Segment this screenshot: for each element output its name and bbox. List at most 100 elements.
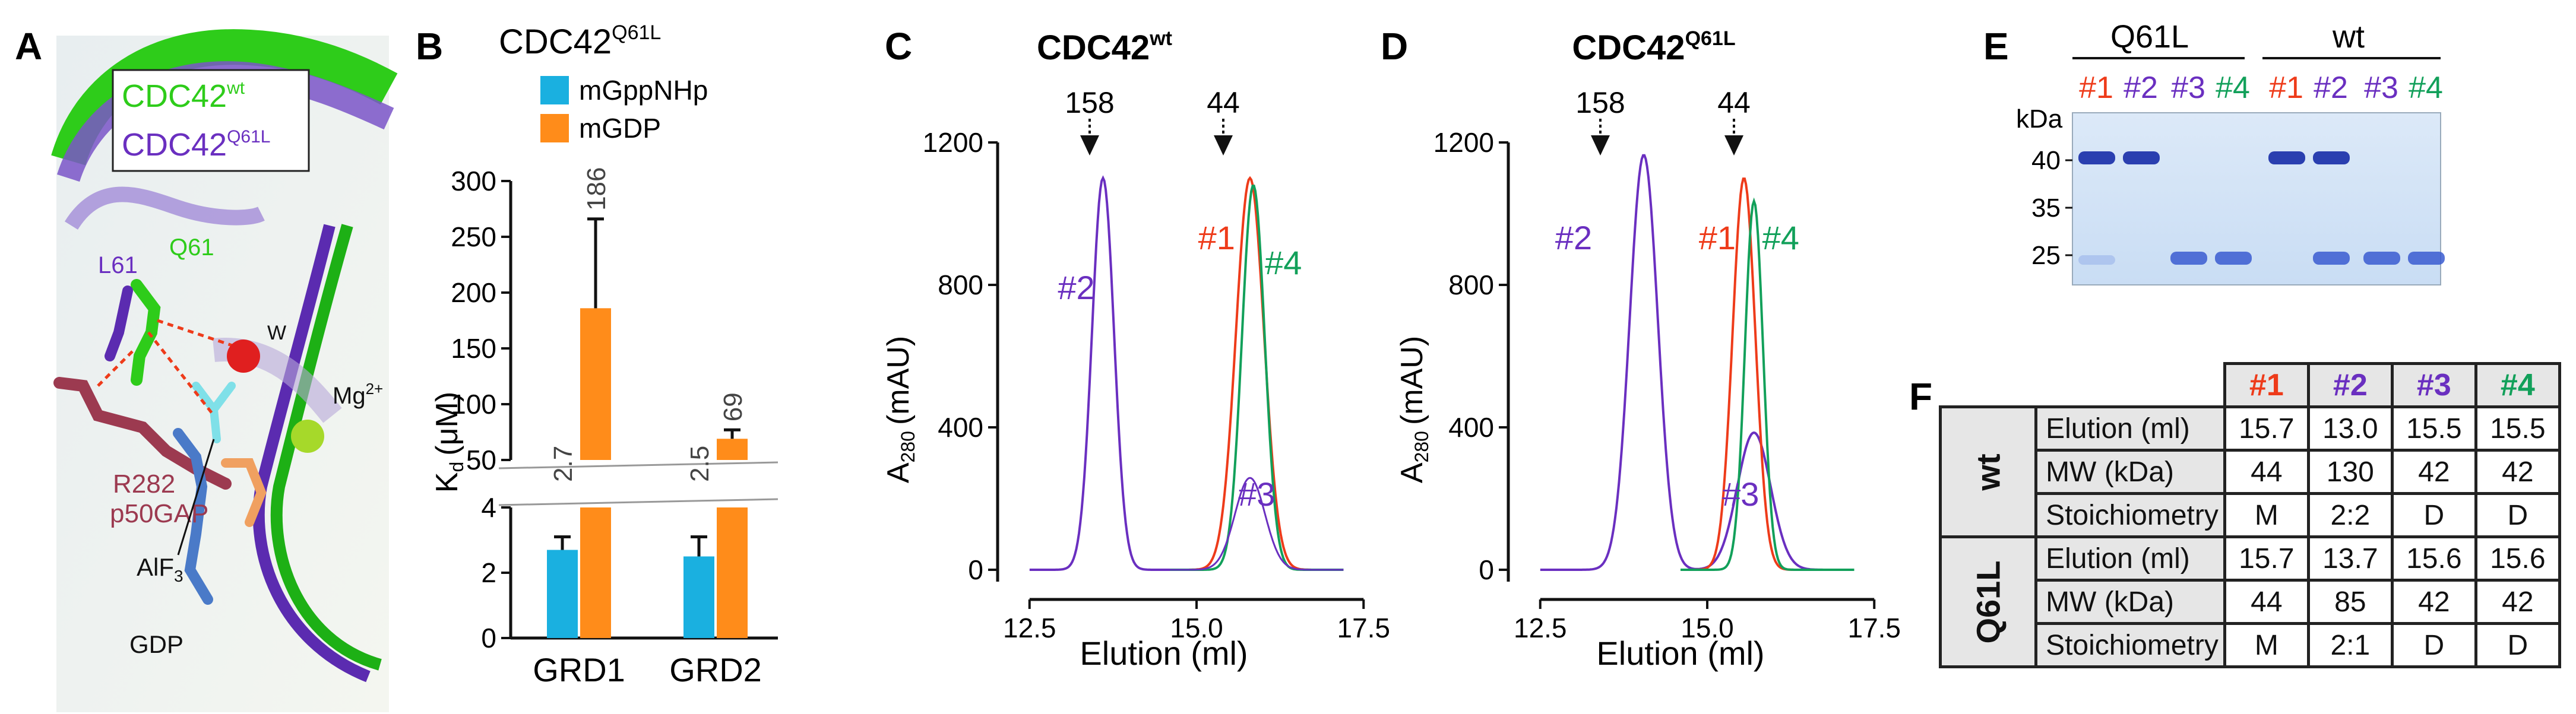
gel-bands: [2078, 151, 2445, 265]
gel-lane-label: #3: [2364, 71, 2398, 105]
table-row-label: Stoichiometry: [2034, 622, 2226, 668]
table-cell: 15.5: [2474, 405, 2561, 452]
label-alf3: AlF3: [137, 553, 183, 585]
table-cell: 42: [2390, 579, 2477, 625]
table-cell: 42: [2474, 579, 2561, 625]
legend-mutant: CDC42Q61L: [122, 127, 270, 163]
x-tick-label: 15.0: [1681, 613, 1734, 643]
label-gdp: GDP: [129, 630, 183, 658]
y-tick-label: 50: [466, 445, 496, 475]
gel-kda-label: kDa: [2016, 104, 2063, 134]
chart-b-ylabel: Kd(μM): [430, 392, 467, 493]
gel-band-faint: [2078, 255, 2115, 265]
bar: [580, 308, 611, 460]
magnesium-sphere: [291, 420, 324, 453]
y-tick-label: 4: [481, 492, 496, 523]
legend-swatch-mgdp: [540, 114, 569, 142]
gel-marker-35: 35: [2031, 193, 2061, 223]
gel-band-25kda: [2215, 252, 2252, 265]
panel-label-e: E: [1983, 25, 2009, 68]
series-label: #4: [1265, 244, 1302, 281]
size-marker-label: 44: [1717, 86, 1751, 119]
q61-stick: [131, 279, 161, 386]
panel-label-b: B: [416, 25, 443, 68]
table-row-label: MW (kDa): [2034, 579, 2226, 625]
table-cell: 85: [2306, 579, 2394, 625]
summary-table: #1 #2 #3 #4 wt Elution (ml) 15.7 13.0 15…: [1938, 362, 2561, 668]
chart-d-xlabel: Elution (ml): [1596, 634, 1764, 672]
table-header-3: #3: [2390, 362, 2477, 408]
elution-trace-s2: [1029, 175, 1183, 571]
chart-b-title: CDC42Q61L: [499, 21, 661, 61]
x-tick-label: GRD2: [669, 651, 762, 688]
bar-lower-part: [580, 507, 611, 638]
y-tick-label: 0: [1479, 554, 1494, 585]
gel-lane-label: #4: [2409, 71, 2443, 105]
data-label: 69: [719, 392, 748, 421]
gel-lane-label: #1: [2269, 71, 2303, 105]
axis-break-gap: [499, 465, 772, 503]
gel-lane-label: #1: [2079, 71, 2113, 105]
gel-band-25kda: [2408, 252, 2445, 265]
elution-chart-c: 0 400 800 1200 12.5 15.0 17.5 158 44 #2 #1 #4 #3: [923, 86, 1390, 643]
series-label: #2: [1058, 269, 1094, 306]
gel-group-wt: wt: [2332, 19, 2365, 55]
label-mg: Mg2+: [333, 380, 383, 409]
chart-c-title: CDC42wt: [1037, 27, 1172, 67]
x-tick-label: 12.5: [1514, 613, 1567, 643]
y-tick-label: 800: [938, 269, 983, 300]
series-label: #3: [1238, 475, 1275, 513]
y-tick-label: 1200: [1433, 127, 1494, 158]
bar: [683, 556, 714, 638]
panel-b: B CDC42Q61L mGppNHp mGDP 0 2 4 50 100 150 200 2…: [416, 21, 779, 688]
table-cell: 44: [2223, 579, 2310, 625]
panel-label-a: A: [15, 25, 42, 68]
y-tick-label: 200: [451, 277, 496, 308]
table-header-row: #1 #2 #3 #4: [1940, 362, 2561, 408]
chart-d-title: CDC42Q61L: [1572, 27, 1735, 67]
x-tick-label: 17.5: [1847, 613, 1901, 643]
x-tick-label: GRD1: [533, 651, 625, 688]
hydrogen-bonds: [97, 319, 238, 417]
y-tick-label: 800: [1448, 269, 1494, 300]
legend-wt: CDC42wt: [122, 78, 245, 114]
panel-label-c: C: [885, 25, 912, 68]
table-cell: D: [2474, 492, 2561, 538]
table-cell: M: [2223, 622, 2310, 668]
label-water: W: [267, 322, 286, 344]
table-row: Q61L Elution (ml) 15.7 13.7 15.6 15.6: [1938, 535, 2561, 668]
bar-lower-part: [717, 507, 748, 638]
y-tick-label: 250: [451, 221, 496, 252]
panel-d: D CDC42Q61L 0 400 800 1200 12.5 15.0 17.5 158 44…: [1381, 25, 1901, 672]
table-header-1: #1: [2223, 362, 2310, 408]
table-cell: 42: [2390, 449, 2477, 495]
bar-chart-b: 0 2 4 50 100 150 200 250 300 2.7 186 GRD1 2.569 GRD2: [451, 166, 779, 688]
gdp-phosphate-stick: [221, 458, 267, 527]
table-row-label: MW (kDa): [2034, 449, 2226, 495]
y-tick-label: 1200: [923, 127, 983, 158]
table-cell: D: [2390, 492, 2477, 538]
panel-label-d: D: [1381, 25, 1408, 68]
loop-ribbon-purple: [64, 186, 265, 230]
table-cell: 2:2: [2306, 492, 2394, 538]
elution-chart-d: 0 400 800 1200 12.5 15.0 17.5 158 44 #2 #1 #4 #3: [1433, 86, 1901, 643]
elution-trace-s4: [1681, 197, 1855, 571]
legend-label-mgppnhp: mGppNHp: [579, 75, 708, 106]
bar: [717, 439, 748, 460]
size-marker-arrow: [1591, 135, 1610, 156]
series-label: #1: [1198, 219, 1235, 256]
water-sphere: [227, 339, 260, 373]
table-cell: 2:1: [2306, 622, 2394, 668]
data-label: 2.7: [549, 446, 578, 482]
axis-break-line: [498, 461, 779, 469]
x-tick-label: 17.5: [1337, 613, 1390, 643]
table-cell: M: [2223, 492, 2310, 538]
gel-band-40kda: [2313, 151, 2350, 164]
table-row-label: Elution (ml): [2034, 535, 2226, 582]
panel-e: E Q61L wt #1 #2 #3 #4 #1 #2 #3 #4 kDa 40 35 25: [1983, 19, 2445, 285]
table-cell: 130: [2306, 449, 2394, 495]
table-row: MW (kDa) 44 130 42 42: [1941, 449, 2561, 495]
table-cell: 13.7: [2306, 535, 2394, 582]
gel-lane-label: #4: [2216, 71, 2250, 105]
